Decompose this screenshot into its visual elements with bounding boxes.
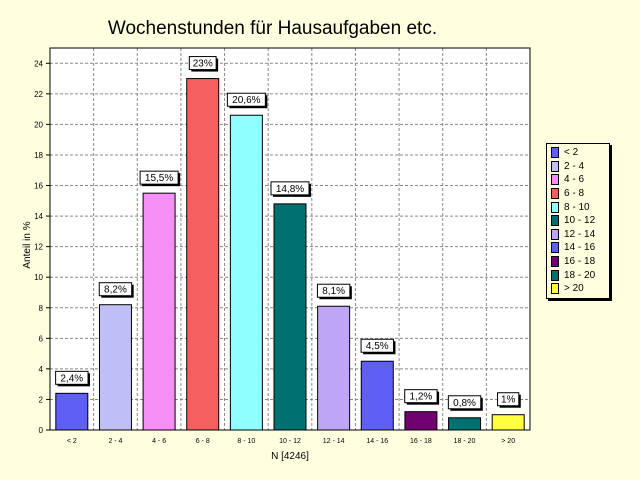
bar [142, 192, 176, 431]
legend-swatch [551, 256, 559, 268]
y-axis-label: Anteil in % [22, 221, 33, 268]
legend-label: 10 - 12 [564, 215, 596, 227]
bar [317, 305, 351, 431]
y-tick-label: 6 [39, 334, 44, 343]
legend-swatch [551, 269, 559, 281]
value-label: 2,4% [60, 373, 83, 384]
x-tick-label: 16 - 18 [410, 438, 432, 445]
legend-item: > 20 [551, 282, 609, 296]
value-label: 23% [193, 59, 213, 70]
y-tick-label: 14 [34, 212, 43, 221]
value-label: 8,2% [104, 285, 127, 296]
x-axis-label: N [4246] [271, 451, 309, 462]
x-tick-label: 12 - 14 [323, 438, 345, 445]
value-label-box [55, 370, 89, 385]
value-label-box [316, 283, 351, 298]
value-label-box [447, 395, 482, 410]
legend-swatch [551, 201, 559, 213]
legend-label: < 2 [564, 147, 579, 159]
x-tick-label: 14 - 16 [366, 438, 388, 445]
legend-label: 6 - 8 [564, 188, 585, 200]
x-tick-label: 4 - 6 [152, 438, 166, 445]
x-tick-label: > 20 [501, 438, 515, 445]
legend-item: 14 - 16 [551, 241, 609, 255]
value-label: 1% [501, 395, 516, 406]
x-tick-label: 18 - 20 [454, 438, 476, 445]
y-tick-label: 2 [39, 395, 44, 404]
legend-label: 16 - 18 [564, 256, 596, 268]
x-tick-label: 2 - 4 [108, 438, 122, 445]
bar [491, 414, 525, 431]
legend-label: 8 - 10 [564, 201, 590, 213]
value-label-box [270, 181, 310, 196]
y-tick-label: 16 [34, 182, 43, 191]
value-label-box [360, 338, 394, 353]
legend-swatch [551, 160, 559, 172]
bar [229, 114, 263, 431]
x-tick-label: 8 - 10 [237, 438, 255, 445]
bar [55, 392, 89, 431]
bar [360, 360, 394, 431]
value-label: 4,5% [366, 341, 389, 352]
bar [186, 78, 220, 431]
legend-item: 6 - 8 [551, 187, 609, 201]
legend-item: 12 - 14 [551, 228, 609, 242]
y-tick-label: 20 [34, 120, 43, 129]
bar [273, 203, 307, 431]
legend-label: 14 - 16 [564, 242, 596, 254]
chart-title: Wochenstunden für Hausaufgaben etc. [107, 18, 438, 39]
value-label-box [226, 92, 266, 107]
value-label: 15,5% [145, 173, 173, 184]
value-label-box [404, 389, 438, 404]
value-label-box [139, 170, 179, 185]
legend-swatch [551, 242, 559, 254]
legend-item: 10 - 12 [551, 214, 609, 228]
legend-swatch [551, 188, 559, 200]
value-label: 1,2% [410, 392, 433, 403]
bar [404, 411, 438, 431]
y-tick-label: 10 [34, 273, 43, 282]
y-tick-label: 0 [39, 426, 44, 435]
legend-item: 16 - 18 [551, 255, 609, 269]
legend-label: 4 - 6 [564, 174, 585, 186]
y-tick-label: 8 [39, 304, 44, 313]
legend-item: 18 - 20 [551, 268, 609, 282]
legend-swatch [551, 283, 559, 295]
bar [448, 417, 482, 431]
legend-item: < 2 [551, 146, 609, 160]
legend-label: 2 - 4 [564, 160, 585, 172]
x-tick-label: 10 - 12 [279, 438, 301, 445]
legend-label: 18 - 20 [564, 269, 596, 281]
x-tick-label: < 2 [67, 438, 77, 445]
legend-swatch [551, 215, 559, 227]
y-tick-label: 24 [34, 59, 43, 68]
value-label: 20,6% [232, 95, 260, 106]
y-tick-label: 18 [34, 151, 43, 160]
legend-swatch [551, 228, 559, 240]
bar [98, 304, 132, 431]
value-label-box [188, 56, 217, 71]
value-label: 14,8% [276, 184, 304, 195]
legend-label: > 20 [564, 283, 584, 295]
y-tick-label: 12 [34, 243, 43, 252]
legend-label: 12 - 14 [564, 228, 596, 240]
value-label-box [497, 392, 520, 407]
y-tick-label: 4 [39, 365, 44, 374]
legend-item: 8 - 10 [551, 200, 609, 214]
legend-item: 2 - 4 [551, 160, 609, 174]
value-label-box [98, 282, 133, 297]
legend-item: 4 - 6 [551, 173, 609, 187]
value-label: 0,8% [453, 398, 476, 409]
x-tick-label: 6 - 8 [196, 438, 210, 445]
legend-swatch [551, 147, 559, 159]
value-label: 8,1% [322, 286, 345, 297]
legend-swatch [551, 174, 559, 186]
y-tick-label: 22 [34, 90, 43, 99]
